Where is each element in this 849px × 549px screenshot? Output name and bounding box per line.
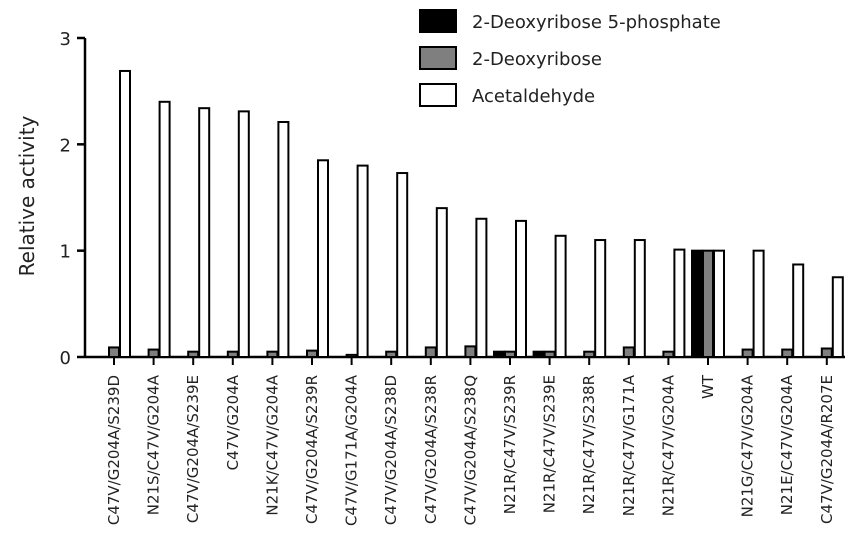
bar-acetaldehyde-0 <box>119 69 131 358</box>
bar-2-deoxyribose-10 <box>504 350 516 358</box>
bar-acetaldehyde-3 <box>237 110 250 359</box>
bar-2-deoxyribose-9 <box>464 345 477 359</box>
bar-2-deoxyribose-1 <box>147 348 160 359</box>
bar-acetaldehyde-15 <box>713 249 725 359</box>
y-tick-label: 1 <box>60 242 71 263</box>
bar-acetaldehyde-5 <box>317 159 329 358</box>
bar-2-deoxyribose-15 <box>702 249 714 359</box>
bar-2-deoxyribose-5 <box>306 349 318 358</box>
bar-2-deoxyribose-6 <box>345 353 358 358</box>
x-tick-label: C47V/G204A/S238D <box>382 375 400 525</box>
bar-2-deoxyribose-12 <box>583 350 596 358</box>
bar-acetaldehyde-6 <box>356 164 369 358</box>
bar-2-deoxyribose-8 <box>424 346 437 358</box>
legend-swatch <box>419 83 457 107</box>
x-tick-label: N21R/C47V/S239R <box>501 375 519 514</box>
legend-swatch <box>419 9 457 33</box>
x-tick-label: N21R/C47V/G171A <box>620 374 638 516</box>
bar-acetaldehyde-11 <box>554 234 567 358</box>
x-tick-label: N21R/C47V/S239E <box>541 375 559 513</box>
x-tick-label: N21R/C47V/S238R <box>580 375 598 514</box>
bar-2-deoxyribose-5-phosphate-10 <box>493 350 505 358</box>
bar-acetaldehyde-17 <box>792 263 805 358</box>
bar-2-deoxyribose-18 <box>820 347 833 359</box>
bar-acetaldehyde-9 <box>475 217 488 358</box>
bar-2-deoxyribose-2 <box>187 350 200 358</box>
bar-2-deoxyribose-7 <box>385 350 398 358</box>
x-tick-label: N21K/C47V/G204A <box>263 374 281 515</box>
bar-2-deoxyribose-17 <box>781 348 794 359</box>
bar-acetaldehyde-2 <box>198 107 211 359</box>
bar-acetaldehyde-7 <box>396 172 409 358</box>
bar-2-deoxyribose-4 <box>266 350 279 358</box>
x-tick-label: C47V/G204A/S238Q <box>461 375 479 525</box>
x-tick-label: C47V/G171A/G204A <box>343 374 361 526</box>
y-axis-title: Relative activity <box>15 115 39 276</box>
x-tick-label: WT <box>699 374 717 399</box>
bar-acetaldehyde-18 <box>831 276 844 358</box>
bar-2-deoxyribose-16 <box>741 348 754 359</box>
bar-acetaldehyde-16 <box>752 249 765 359</box>
bar-acetaldehyde-14 <box>673 248 686 358</box>
x-tick-label: C47V/G204A/S239R <box>303 375 321 524</box>
x-tick-label: N21E/C47V/G204A <box>778 374 796 515</box>
bar-2-deoxyribose-3 <box>226 350 239 358</box>
legend-label: 2-Deoxyribose <box>472 49 602 70</box>
x-tick-label: N21G/C47V/G204A <box>739 374 757 517</box>
bar-acetaldehyde-10 <box>515 219 527 358</box>
bar-2-deoxyribose-0 <box>108 346 120 358</box>
bar-acetaldehyde-13 <box>633 239 646 359</box>
y-tick-label: 0 <box>60 348 71 369</box>
y-axis: 0 1 2 3 <box>60 29 87 369</box>
legend-swatch <box>419 46 457 70</box>
bar-2-deoxyribose-11 <box>543 350 556 358</box>
bar-acetaldehyde-1 <box>158 100 171 358</box>
y-tick-label: 2 <box>60 135 71 156</box>
x-tick-label: N21R/C47V/G204A <box>659 374 677 516</box>
x-tick-label: C47V/G204A/S239E <box>184 375 202 523</box>
category-labels: C47V/G204A/S239D N21S/C47V/G204A C47V/G204… <box>105 374 836 526</box>
bar-2-deoxyribose-5-phosphate-11 <box>532 350 545 358</box>
bars <box>108 69 844 359</box>
bar-acetaldehyde-12 <box>594 239 607 359</box>
x-tick-label: C47V/G204A/R207E <box>818 375 836 524</box>
x-tick-label: C47V/G204A/S239D <box>105 375 123 525</box>
x-tick-label: C47V/G204A <box>224 374 242 470</box>
bar-acetaldehyde-8 <box>435 207 448 358</box>
y-tick-label: 3 <box>60 29 71 50</box>
bar-2-deoxyribose-5-phosphate-15 <box>691 249 703 359</box>
x-axis <box>85 355 845 365</box>
bar-2-deoxyribose-13 <box>622 346 635 358</box>
x-tick-label: N21S/C47V/G204A <box>145 374 163 515</box>
legend-label: 2-Deoxyribose 5-phosphate <box>472 12 721 33</box>
legend: 2-Deoxyribose 5-phosphate 2-Deoxyribose Ac… <box>419 9 721 107</box>
legend-label: Acetaldehyde <box>472 86 595 107</box>
bar-acetaldehyde-4 <box>277 121 290 359</box>
bar-2-deoxyribose-14 <box>662 350 675 358</box>
x-tick-label: C47V/G204A/S238R <box>422 375 440 524</box>
